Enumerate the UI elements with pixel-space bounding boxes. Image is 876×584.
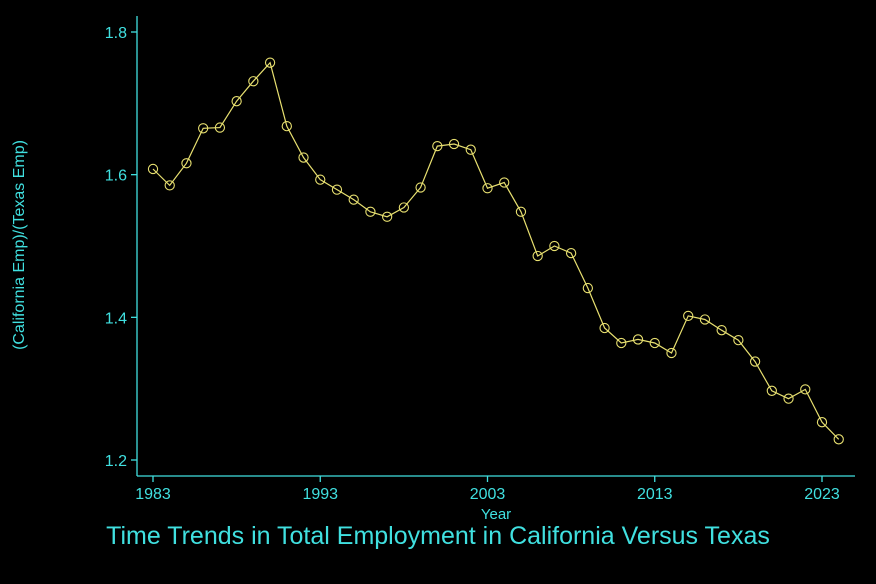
data-point [733, 335, 744, 346]
data-point [632, 334, 644, 345]
data-point [549, 240, 560, 252]
axes: 1983 1993 2003 2013 2023 1.2 1.4 1.6 1.8 [105, 16, 855, 503]
chart-title: Time Trends in Total Employment in Calif… [106, 522, 770, 550]
data-point [800, 384, 811, 395]
data-point [699, 314, 711, 325]
x-tick-label: 1993 [302, 486, 338, 503]
data-point [515, 206, 527, 217]
data-point [499, 177, 510, 188]
data-point [415, 182, 426, 193]
data-point [281, 121, 292, 132]
y-tick-label: 1.2 [105, 453, 127, 470]
data-point [482, 183, 493, 194]
data-point [683, 310, 694, 322]
series-line [152, 61, 840, 440]
x-tick-label: 2023 [804, 486, 840, 503]
data-point [432, 140, 443, 152]
data-point [716, 325, 727, 336]
data-point [398, 202, 410, 213]
data-point [649, 337, 660, 349]
x-tick-label: 2013 [637, 486, 673, 503]
data-point [231, 96, 242, 107]
data-point [214, 122, 226, 133]
data-point [666, 347, 677, 359]
data-point [565, 247, 577, 259]
x-tick-label: 2003 [470, 486, 506, 503]
data-point [816, 417, 828, 428]
data-point [164, 180, 175, 191]
data-point [264, 57, 276, 68]
y-tick-label: 1.6 [105, 168, 127, 185]
data-point [833, 434, 844, 445]
data-point [198, 123, 209, 134]
x-tick-label: 1983 [135, 486, 171, 503]
data-point [582, 282, 593, 294]
data-point [348, 194, 359, 205]
data-point [181, 158, 192, 169]
data-point [465, 144, 476, 155]
data-point [331, 184, 343, 195]
y-axis-label: (California Emp)/(Texas Emp) [11, 140, 28, 350]
data-point [749, 356, 761, 367]
x-axis-label: Year [481, 506, 511, 523]
data-point [365, 206, 376, 217]
data-point [448, 138, 460, 150]
y-tick-label: 1.4 [105, 310, 127, 327]
data-point [298, 152, 309, 163]
data-point [315, 174, 326, 185]
data-point [766, 385, 777, 396]
data-point [599, 322, 610, 334]
data-point [783, 393, 794, 404]
data-point [532, 250, 543, 262]
data-point [248, 76, 259, 87]
data-point [381, 211, 393, 222]
data-point [147, 163, 159, 175]
y-tick-label: 1.8 [105, 25, 127, 42]
data-point [616, 337, 627, 349]
series-layer [147, 57, 844, 445]
